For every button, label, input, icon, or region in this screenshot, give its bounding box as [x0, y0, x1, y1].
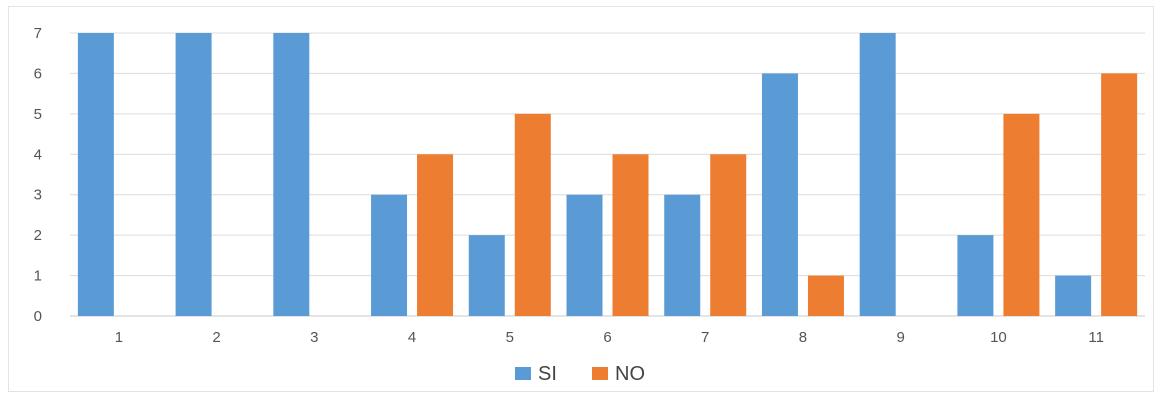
- bars-layer: [77, 33, 1138, 316]
- bar-si: [761, 73, 798, 316]
- x-tick-label: 1: [115, 329, 123, 346]
- x-tick-label: 8: [799, 329, 807, 346]
- bar-no: [1101, 73, 1138, 316]
- y-tick-label: 2: [34, 227, 42, 244]
- x-tick-label: 11: [1088, 329, 1104, 346]
- y-tick-label: 6: [34, 65, 42, 82]
- legend-swatch-no: [592, 367, 608, 380]
- x-tick-label: 6: [603, 329, 611, 346]
- legend-label-no: NO: [615, 363, 645, 385]
- x-tick-label: 5: [506, 329, 514, 346]
- bar-no: [417, 154, 454, 316]
- bar-si: [371, 194, 408, 316]
- x-tick-label: 9: [897, 329, 905, 346]
- x-tick-label: 7: [701, 329, 709, 346]
- x-axis-ticks: 1 2 3 4 5 6 7 8 9 10 11: [115, 329, 1104, 346]
- y-tick-label: 1: [34, 268, 42, 285]
- bar-si: [957, 235, 994, 316]
- bar-si: [77, 33, 114, 316]
- bar-no: [710, 154, 747, 316]
- y-tick-label: 7: [34, 25, 42, 42]
- bar-no: [612, 154, 649, 316]
- legend-label-si: SI: [538, 363, 557, 385]
- x-tick-label: 2: [212, 329, 220, 346]
- x-tick-label: 10: [990, 329, 1007, 346]
- bar-no: [807, 275, 844, 316]
- bar-no: [1003, 113, 1040, 316]
- bar-si: [175, 33, 212, 316]
- bar-si: [859, 33, 896, 316]
- y-tick-label: 3: [34, 187, 42, 204]
- y-tick-label: 4: [34, 146, 42, 163]
- legend-swatch-si: [515, 367, 531, 380]
- bar-si: [273, 33, 310, 316]
- legend: SI NO: [515, 363, 645, 385]
- bar-si: [566, 194, 603, 316]
- bar-no: [514, 113, 551, 316]
- bar-si: [1055, 275, 1092, 316]
- bar-si: [468, 235, 505, 316]
- bar-si: [664, 194, 701, 316]
- y-tick-label: 5: [34, 106, 42, 123]
- x-tick-label: 3: [310, 329, 318, 346]
- y-tick-label: 0: [34, 308, 42, 325]
- y-axis-ticks: 0 1 2 3 4 5 6 7: [34, 25, 42, 325]
- x-tick-label: 4: [408, 329, 416, 346]
